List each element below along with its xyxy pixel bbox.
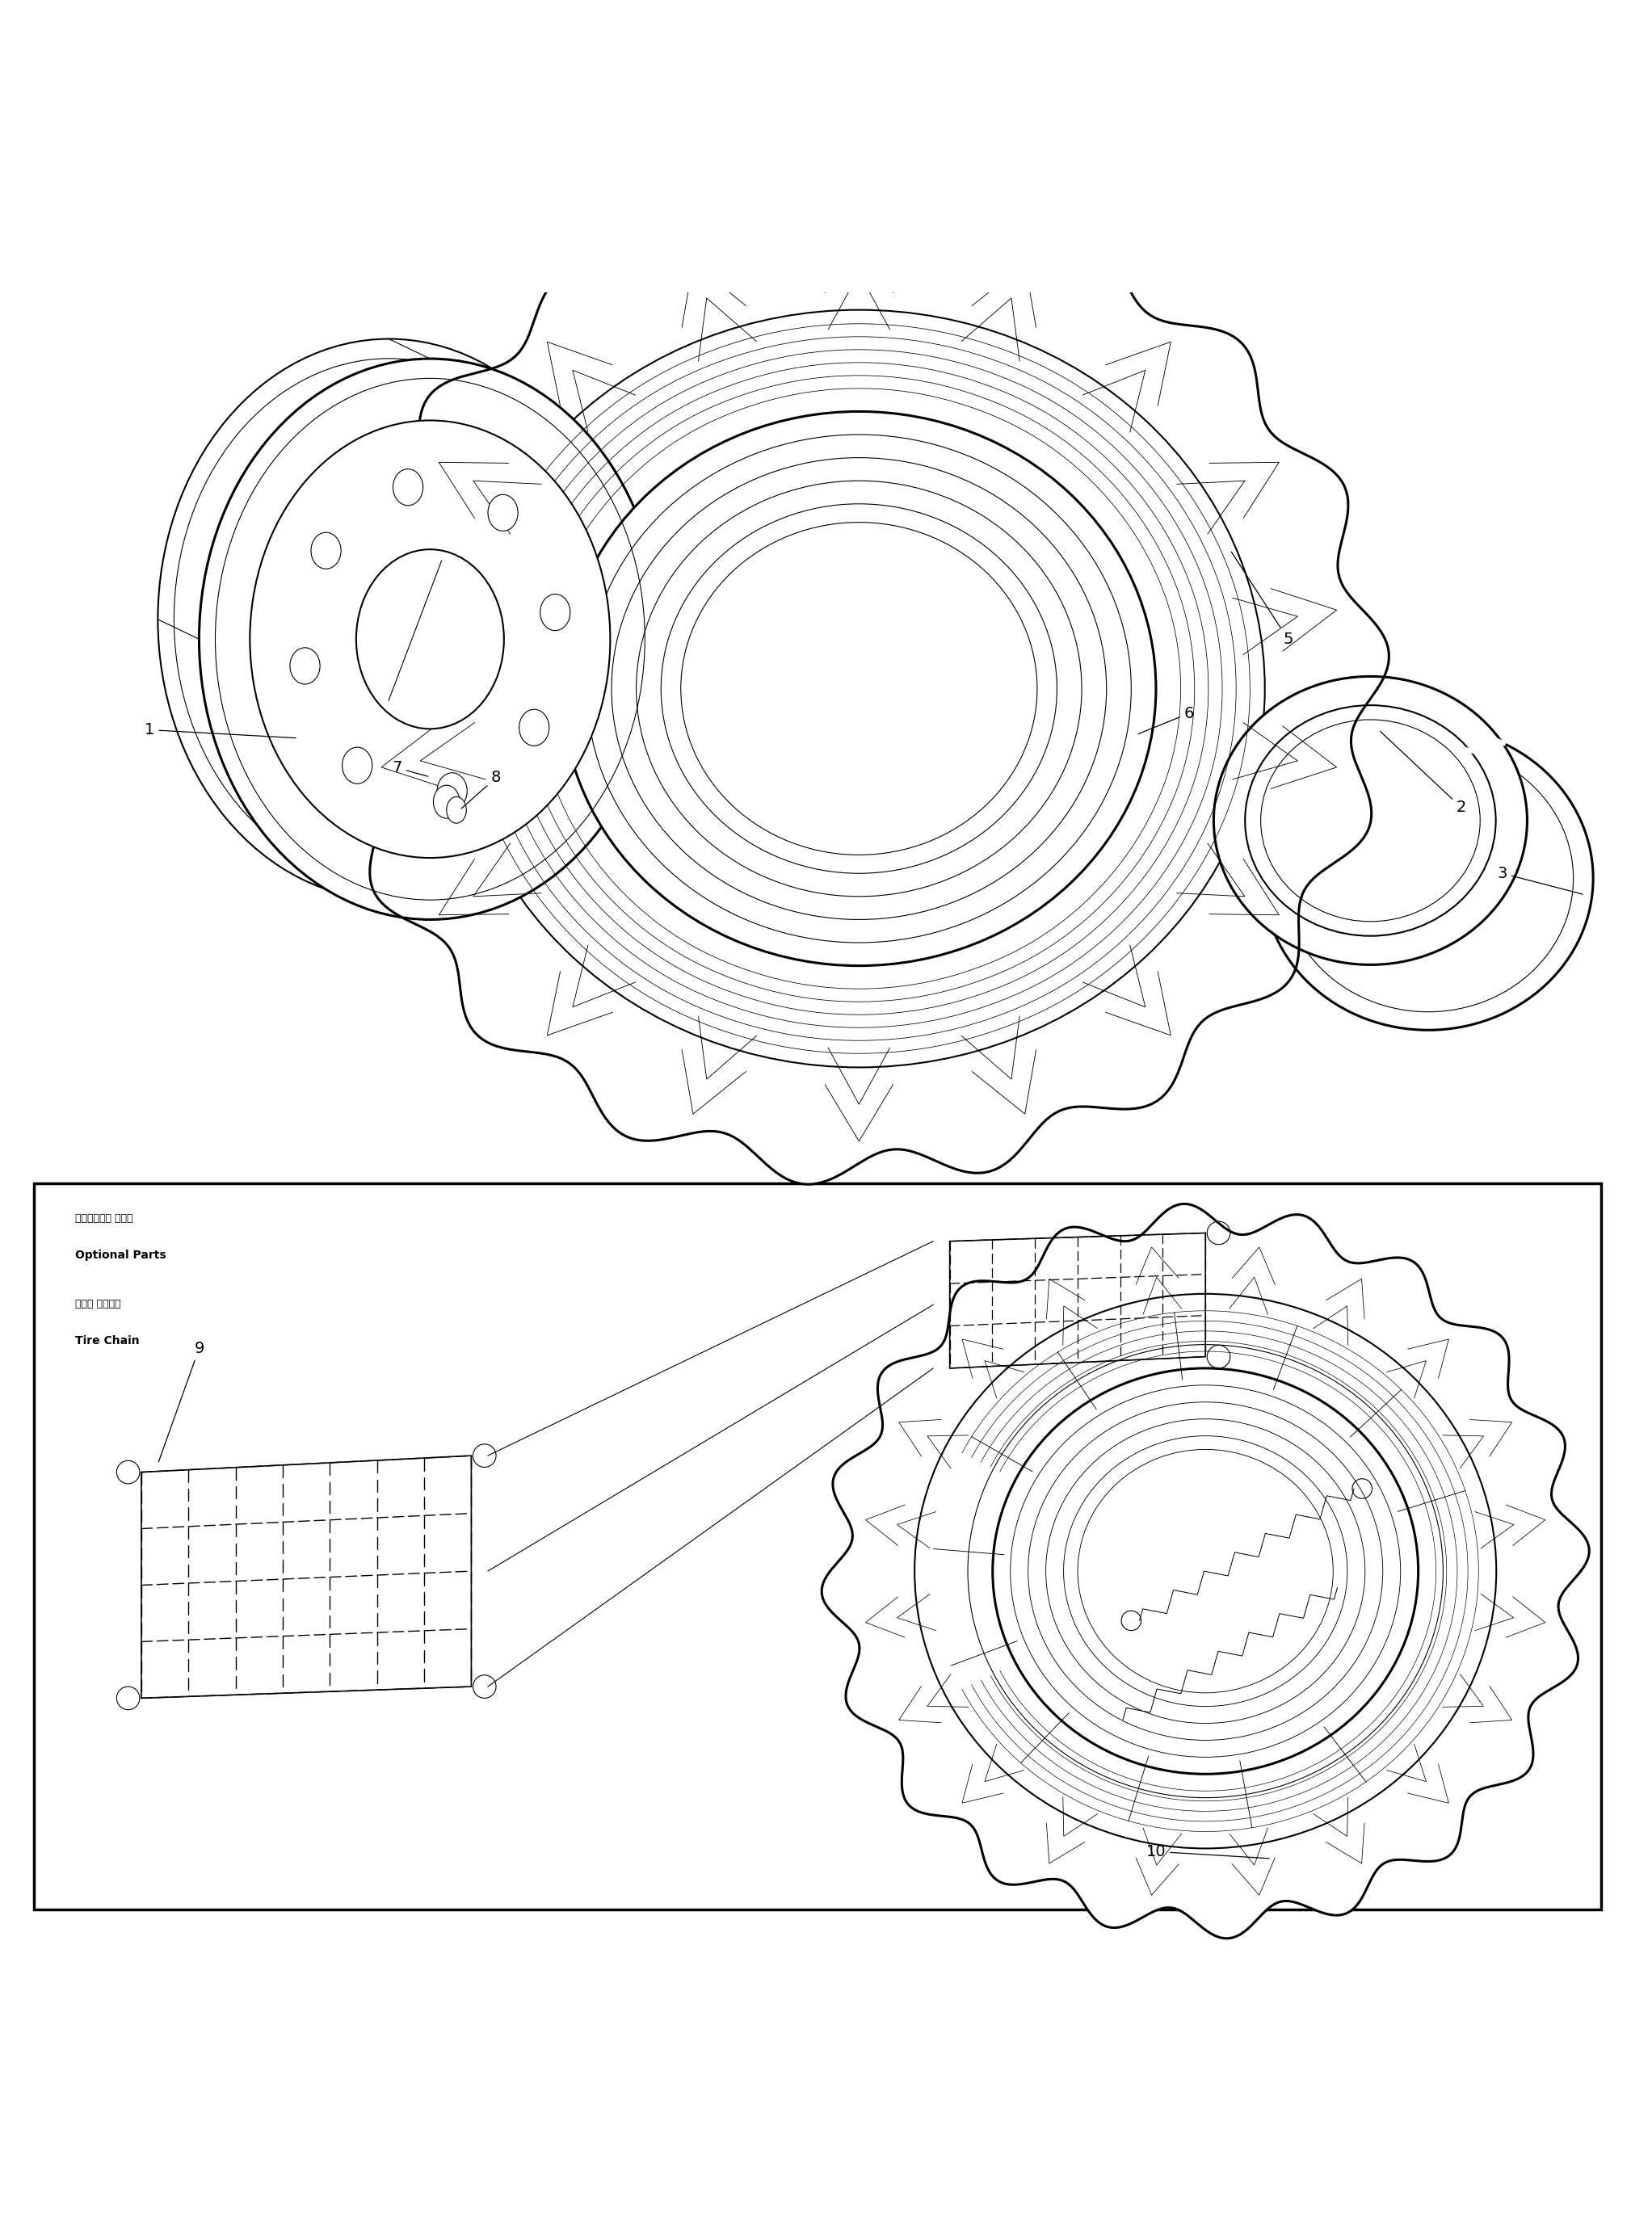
Ellipse shape — [453, 311, 1265, 1068]
Text: 1: 1 — [145, 722, 296, 738]
Text: 3: 3 — [1497, 865, 1583, 894]
Ellipse shape — [519, 708, 548, 746]
Ellipse shape — [291, 648, 320, 684]
Text: 9: 9 — [159, 1341, 205, 1462]
Text: 6: 6 — [1138, 706, 1194, 733]
Text: タイヤ チェーン: タイヤ チェーン — [76, 1299, 121, 1310]
Ellipse shape — [393, 469, 423, 505]
Text: オプショナル パーツ: オプショナル パーツ — [76, 1214, 134, 1225]
Ellipse shape — [540, 595, 570, 630]
Ellipse shape — [311, 532, 340, 570]
Bar — [35, 1185, 1601, 1909]
Ellipse shape — [342, 746, 372, 784]
Text: 5: 5 — [1231, 552, 1294, 646]
Text: 8: 8 — [461, 771, 501, 809]
Text: 7: 7 — [392, 760, 428, 776]
Ellipse shape — [446, 798, 466, 822]
Text: 10: 10 — [1146, 1844, 1269, 1860]
Text: 2: 2 — [1381, 731, 1467, 816]
Polygon shape — [329, 192, 1389, 1185]
Polygon shape — [821, 1205, 1589, 1938]
Ellipse shape — [433, 784, 459, 818]
Ellipse shape — [249, 420, 610, 858]
Ellipse shape — [1214, 677, 1526, 966]
Ellipse shape — [562, 411, 1156, 966]
Ellipse shape — [159, 340, 620, 901]
Ellipse shape — [357, 550, 504, 729]
Ellipse shape — [487, 494, 519, 532]
Ellipse shape — [1264, 726, 1593, 1030]
Text: Optional Parts: Optional Parts — [76, 1249, 167, 1261]
Ellipse shape — [438, 773, 468, 809]
Ellipse shape — [915, 1294, 1497, 1848]
Text: Tire Chain: Tire Chain — [76, 1334, 140, 1345]
Ellipse shape — [993, 1368, 1419, 1775]
Ellipse shape — [200, 358, 661, 919]
